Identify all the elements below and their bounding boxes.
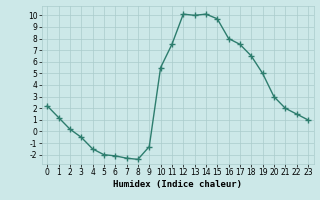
X-axis label: Humidex (Indice chaleur): Humidex (Indice chaleur) — [113, 180, 242, 189]
